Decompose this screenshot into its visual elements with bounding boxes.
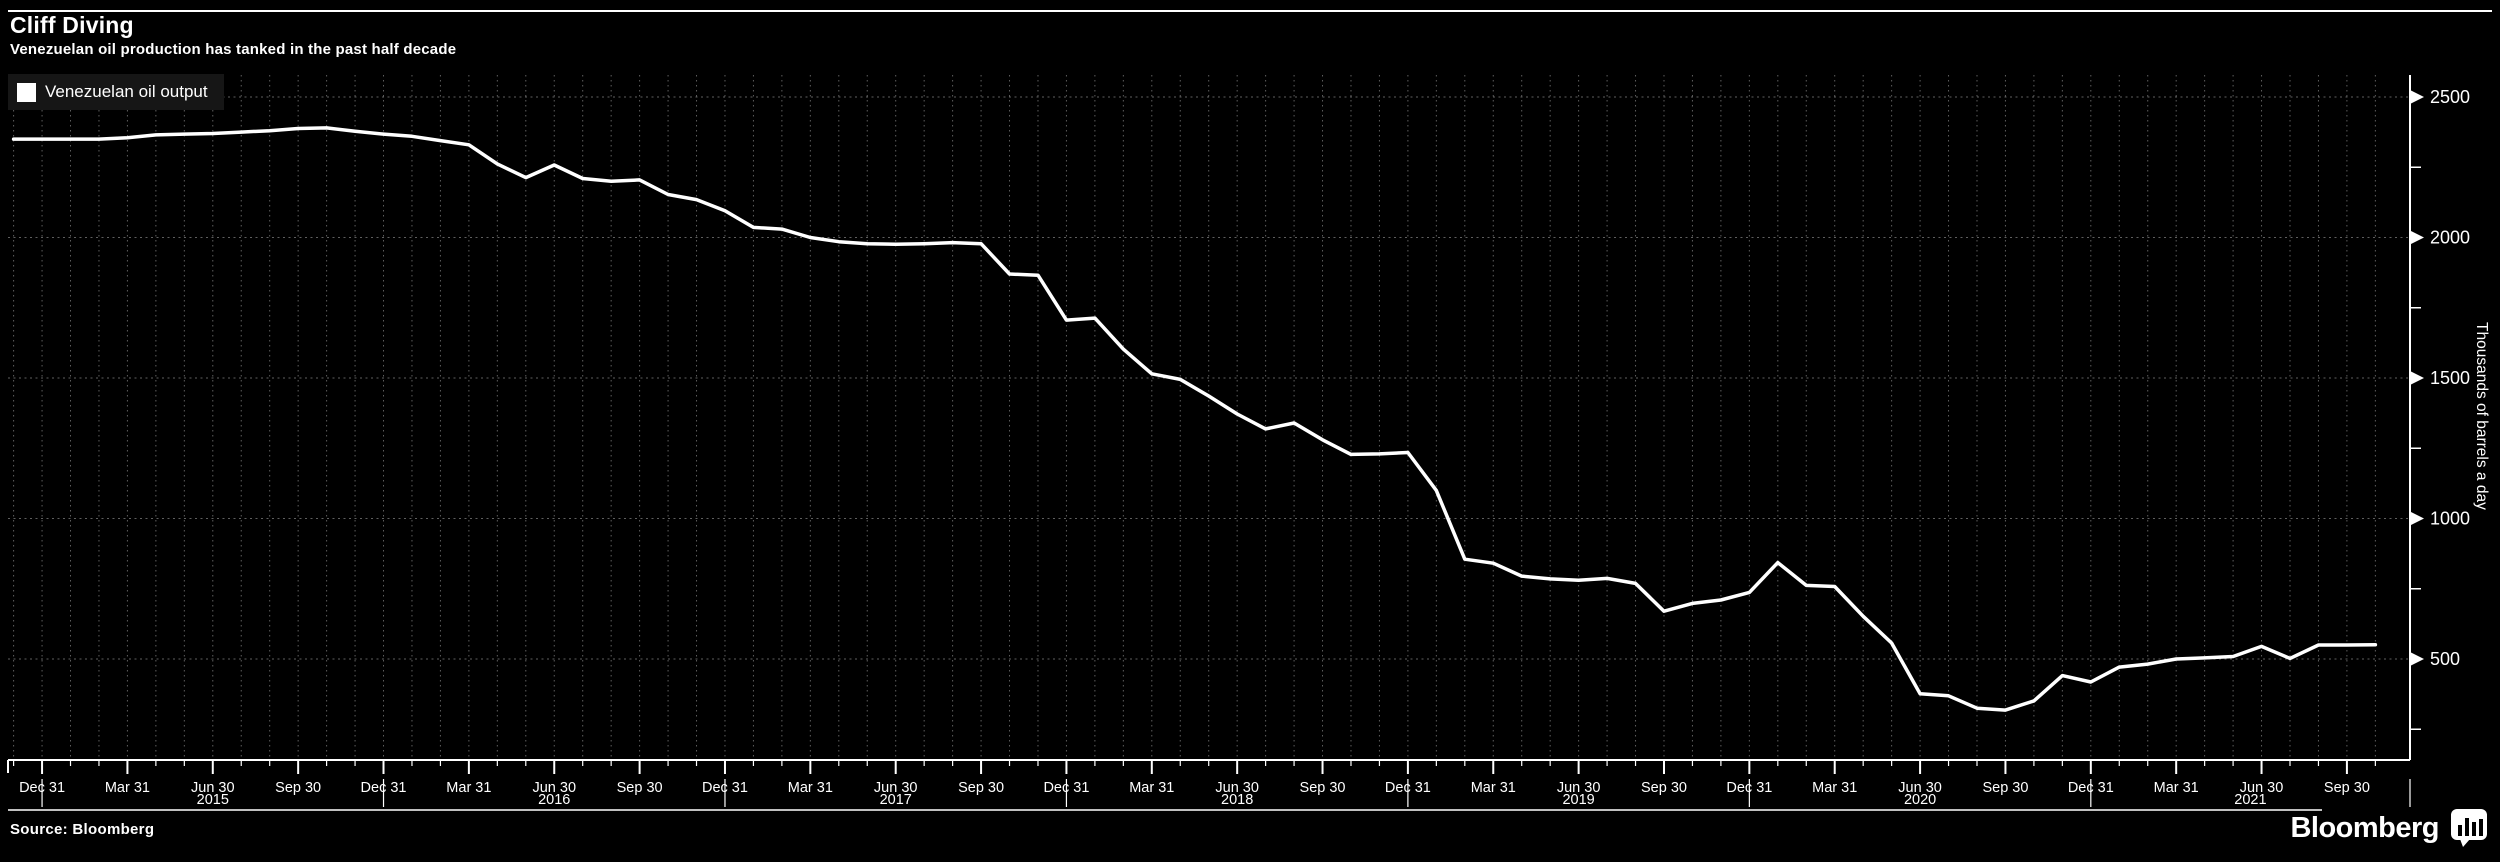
bloomberg-logo: Bloomberg [2290, 808, 2488, 848]
x-tick-label: Sep 30 [958, 780, 1004, 796]
chart-header: Cliff Diving Venezuelan oil production h… [10, 12, 457, 59]
x-tick-label: Jun 30 [874, 780, 918, 796]
year-label: 2017 [880, 792, 912, 808]
x-tick-label: Jun 30 [1898, 780, 1942, 796]
year-label: 2021 [2234, 792, 2266, 808]
y-axis: 2500 2000 1500 1000 500 Thousands of barrels … [2409, 75, 2490, 760]
source-text: Source: Bloomberg [10, 821, 155, 838]
x-tick-label: Jun 30 [532, 780, 576, 796]
y-tick-label: 1500 [2430, 368, 2470, 388]
x-tick-label: Jun 30 [1215, 780, 1259, 796]
year-label: 2016 [538, 792, 570, 808]
x-tick-label: Mar 31 [446, 780, 491, 796]
x-tick-label: Sep 30 [1982, 780, 2028, 796]
legend-box: Venezuelan oil output [8, 74, 224, 110]
x-axis: Dec 31 Mar 31 Jun 30 Sep 30 Dec 31 Mar 31 Jun … [7, 759, 2411, 811]
x-tick-label: Sep 30 [2324, 780, 2370, 796]
chart-subtitle: Venezuelan oil production has tanked in … [10, 41, 457, 59]
y-tick-label: 500 [2430, 649, 2460, 669]
series-line [11, 126, 2378, 712]
x-tick-label: Sep 30 [617, 780, 663, 796]
x-tick-label: Jun 30 [191, 780, 235, 796]
venezuelan-oil-output-line [11, 126, 2378, 712]
year-label: 2018 [1221, 792, 1253, 808]
y-tick-arrow-icon [2410, 230, 2424, 245]
x-tick-label: Mar 31 [105, 780, 150, 796]
x-tick-label: Mar 31 [1812, 780, 1857, 796]
y-tick-label: 1000 [2430, 509, 2470, 529]
page-title: Cliff Diving [10, 12, 134, 38]
x-tick-label: Sep 30 [1641, 780, 1687, 796]
chart-grid [8, 75, 2410, 760]
x-tick-label: Jun 30 [2240, 780, 2284, 796]
x-tick-label: Mar 31 [788, 780, 833, 796]
x-tick-label: Jun 30 [1557, 780, 1601, 796]
y-tick-label: 2000 [2430, 228, 2470, 248]
y-tick-arrow-icon [2410, 90, 2424, 104]
bloomberg-terminal-icon [2451, 809, 2487, 847]
y-tick-arrow-icon [2410, 511, 2424, 526]
legend-label: Venezuelan oil output [45, 82, 208, 101]
y-tick-label: 2500 [2430, 87, 2470, 107]
x-tick-label: Mar 31 [1471, 780, 1516, 796]
x-tick-label: Mar 31 [2154, 780, 2199, 796]
x-tick-label: Sep 30 [275, 780, 321, 796]
bloomberg-wordmark: Bloomberg [2290, 811, 2439, 844]
top-border-rule [8, 10, 2492, 12]
y-axis-title: Thousands of barrels a day [2473, 322, 2490, 510]
year-label: 2015 [197, 792, 229, 808]
y-tick-arrow-icon [2410, 371, 2424, 385]
x-tick-label: Mar 31 [1129, 780, 1174, 796]
y-tick-arrow-icon [2410, 652, 2424, 666]
x-tick-label: Sep 30 [1300, 780, 1346, 796]
legend-swatch [17, 82, 36, 102]
year-label: 2019 [1562, 792, 1594, 808]
year-label: 2020 [1904, 792, 1936, 808]
